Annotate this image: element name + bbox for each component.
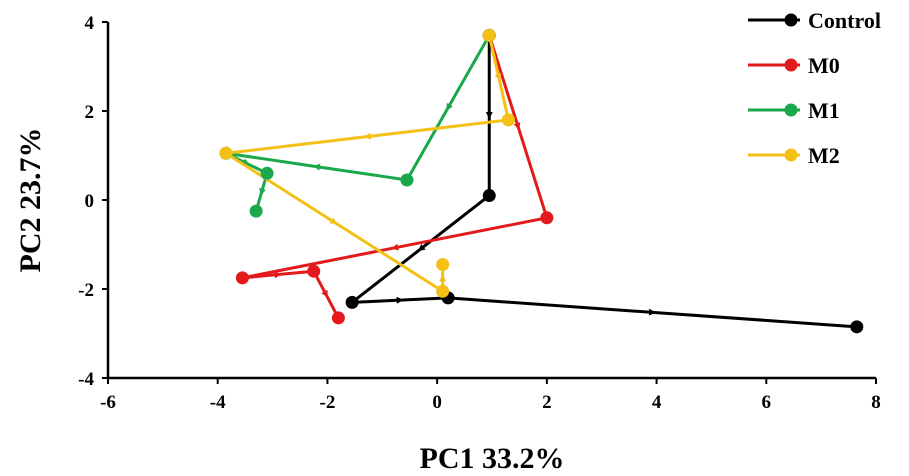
series-m0-segment: [242, 269, 314, 280]
legend-swatch-marker: [784, 58, 798, 72]
series-m0-segment: [242, 216, 548, 280]
series-m0-point: [307, 264, 321, 278]
series-m0-point: [331, 311, 345, 325]
legend-item-m1: M1: [748, 98, 840, 123]
legend-label: M0: [808, 53, 840, 78]
x-tick-label: -2: [320, 392, 336, 413]
series-m0-segment: [487, 34, 549, 219]
series-m1-point: [249, 204, 263, 218]
plot-area: -6 -4 -2 0 2 4 6 8 -4 -2 0 2 4: [78, 13, 881, 413]
series-m2-point: [436, 258, 450, 272]
legend-item-m2: M2: [748, 143, 840, 168]
y-tick-label: 2: [85, 102, 95, 123]
x-tick-label: 6: [762, 392, 772, 413]
series-m2-point: [482, 28, 496, 42]
y-tick-label: -2: [78, 280, 94, 301]
x-tick-label: 8: [871, 392, 881, 413]
legend-swatch-marker: [784, 148, 798, 162]
legend-label: M2: [808, 143, 840, 168]
y-axis-title: PC2 23.7%: [14, 128, 47, 273]
x-axis-title: PC1 33.2%: [420, 442, 565, 475]
series-m1-segment: [405, 34, 491, 181]
series-m1-segment: [225, 151, 408, 182]
y-tick-label: 0: [85, 191, 95, 212]
series-m1-point: [260, 166, 274, 180]
series-control-segment: [352, 296, 449, 304]
legend-item-m0: M0: [748, 53, 840, 78]
series-m0-point: [540, 211, 554, 225]
legend: Control M0 M1 M2: [748, 8, 881, 168]
legend-item-control: Control: [748, 8, 881, 33]
markers-layer: [219, 28, 864, 334]
series-layer: [219, 28, 864, 334]
y-axis-ticks: -4 -2 0 2 4: [78, 13, 108, 390]
legend-swatch-marker: [784, 13, 798, 27]
series-m0: [242, 34, 549, 319]
x-tick-label: 4: [652, 392, 662, 413]
x-tick-label: -4: [210, 392, 226, 413]
x-axis-ticks: -6 -4 -2 0 2 4 6 8: [100, 378, 881, 413]
series-m2-point: [501, 113, 515, 127]
series-control-point: [345, 295, 359, 309]
series-control-point: [850, 320, 864, 334]
series-m2-segment: [487, 35, 510, 121]
series-m1: [225, 34, 491, 212]
y-tick-label: -4: [78, 369, 94, 390]
x-tick-label: -6: [100, 392, 116, 413]
legend-label: Control: [808, 8, 881, 33]
series-control: [351, 35, 857, 329]
series-control-point: [482, 189, 496, 203]
legend-label: M1: [808, 98, 840, 123]
legend-swatch-marker: [784, 103, 798, 117]
series-m0-segment: [312, 270, 340, 319]
x-tick-label: 0: [432, 392, 442, 413]
series-m2-segment: [225, 118, 509, 155]
series-control-segment: [351, 194, 491, 304]
series-m1-point: [400, 173, 414, 187]
series-m2-point: [219, 146, 233, 160]
series-m2-point: [436, 284, 450, 298]
x-tick-label: 2: [542, 392, 552, 413]
series-control-segment: [448, 296, 857, 329]
y-tick-label: 4: [85, 13, 95, 34]
series-m0-point: [235, 271, 249, 285]
